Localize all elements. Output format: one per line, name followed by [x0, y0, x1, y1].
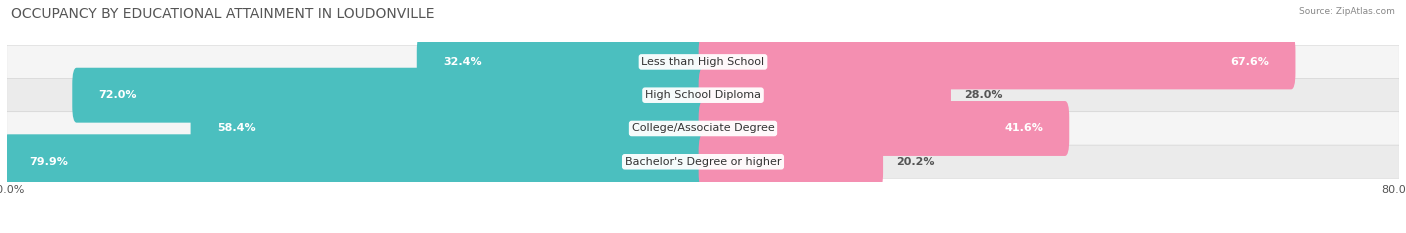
FancyBboxPatch shape	[699, 68, 950, 123]
Text: Bachelor's Degree or higher: Bachelor's Degree or higher	[624, 157, 782, 167]
FancyBboxPatch shape	[191, 101, 707, 156]
Text: Source: ZipAtlas.com: Source: ZipAtlas.com	[1299, 7, 1395, 16]
Text: 28.0%: 28.0%	[965, 90, 1002, 100]
FancyBboxPatch shape	[699, 134, 883, 189]
FancyBboxPatch shape	[4, 134, 707, 189]
Text: 32.4%: 32.4%	[443, 57, 481, 67]
FancyBboxPatch shape	[7, 145, 1399, 178]
Text: 72.0%: 72.0%	[98, 90, 136, 100]
FancyBboxPatch shape	[7, 112, 1399, 145]
FancyBboxPatch shape	[7, 45, 1399, 79]
FancyBboxPatch shape	[416, 34, 707, 89]
Text: 58.4%: 58.4%	[217, 123, 256, 134]
FancyBboxPatch shape	[7, 79, 1399, 112]
Text: 20.2%: 20.2%	[896, 157, 935, 167]
Text: Less than High School: Less than High School	[641, 57, 765, 67]
Text: College/Associate Degree: College/Associate Degree	[631, 123, 775, 134]
Text: 41.6%: 41.6%	[1004, 123, 1043, 134]
Text: 67.6%: 67.6%	[1230, 57, 1270, 67]
FancyBboxPatch shape	[699, 34, 1295, 89]
Text: 79.9%: 79.9%	[30, 157, 69, 167]
FancyBboxPatch shape	[699, 101, 1069, 156]
FancyBboxPatch shape	[72, 68, 707, 123]
Text: High School Diploma: High School Diploma	[645, 90, 761, 100]
Text: OCCUPANCY BY EDUCATIONAL ATTAINMENT IN LOUDONVILLE: OCCUPANCY BY EDUCATIONAL ATTAINMENT IN L…	[11, 7, 434, 21]
